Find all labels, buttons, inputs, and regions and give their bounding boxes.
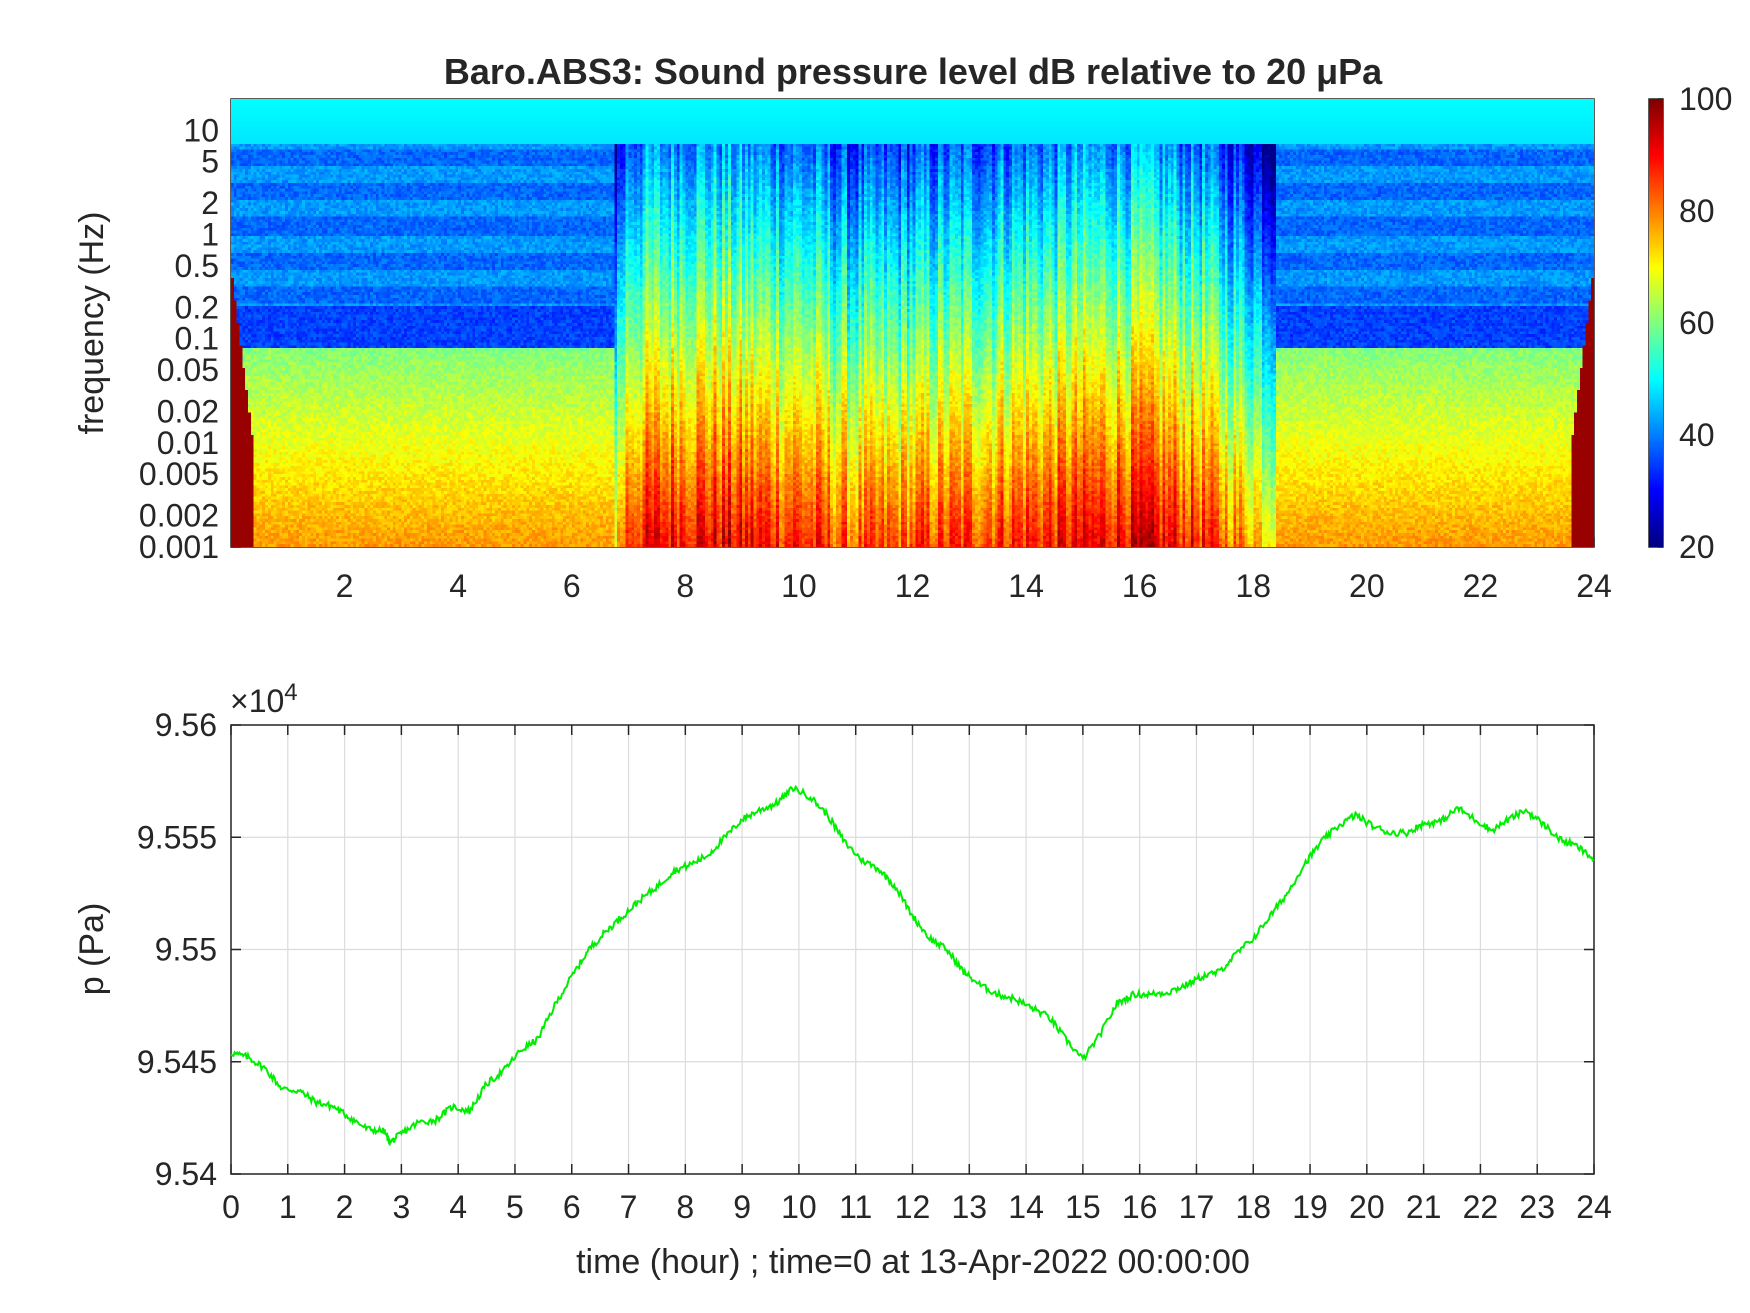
line-chart-x-tick-label: 24 bbox=[1576, 1189, 1612, 1225]
colorbar-tick-label: 40 bbox=[1679, 417, 1715, 453]
line-chart-y-tick-label: 9.555 bbox=[137, 819, 217, 855]
spectrogram-x-tick-label: 2 bbox=[336, 568, 354, 604]
line-chart-x-tick-label: 11 bbox=[839, 1189, 872, 1225]
spectrogram-x-tick-label: 24 bbox=[1576, 568, 1612, 604]
line-chart-y-tick-label: 9.55 bbox=[155, 932, 217, 968]
spectrogram-y-tick-label: 5 bbox=[201, 144, 219, 180]
spectrogram-heatmap bbox=[231, 99, 1594, 547]
colorbar-tick-label: 60 bbox=[1679, 305, 1715, 341]
line-chart-x-tick-label: 4 bbox=[449, 1189, 467, 1225]
spectrogram-y-tick-label: 0.2 bbox=[175, 289, 219, 325]
line-chart-x-tick-label: 16 bbox=[1122, 1189, 1158, 1225]
line-chart-x-tick-label: 17 bbox=[1179, 1189, 1215, 1225]
line-chart-x-tick-label: 9 bbox=[733, 1189, 751, 1225]
line-chart-frame bbox=[230, 724, 1595, 1175]
spectrogram-y-tick-label: 0.5 bbox=[175, 248, 219, 284]
line-chart-x-tick-label: 13 bbox=[951, 1189, 987, 1225]
line-chart-x-tick-label: 12 bbox=[895, 1189, 931, 1225]
line-chart-x-label: time (hour) ; time=0 at 13-Apr-2022 00:0… bbox=[576, 1243, 1250, 1281]
spectrogram-y-tick-label: 10 bbox=[183, 112, 219, 148]
y-multiplier-label: ×104 bbox=[230, 679, 298, 719]
line-chart-x-tick-label: 8 bbox=[676, 1189, 694, 1225]
line-chart-x-tick-label: 23 bbox=[1519, 1189, 1555, 1225]
line-chart-y-tick-label: 9.545 bbox=[137, 1044, 217, 1080]
line-chart-x-tick-label: 15 bbox=[1065, 1189, 1101, 1225]
spectrogram-axes: 2 4 6 8 10 12 14 16 18 20 22 240.0010.0020.0050.010… bbox=[139, 98, 1612, 604]
spectrogram-y-tick-label: 0.1 bbox=[175, 321, 219, 357]
spectrogram-x-tick-label: 20 bbox=[1349, 568, 1385, 604]
line-chart-x-tick-label: 2 bbox=[336, 1189, 354, 1225]
line-chart-x-tick-label: 22 bbox=[1463, 1189, 1499, 1225]
line-chart-axes: 0 1 2 3 4 5 6 7 8 9 10 11 12 13 14 15 16 17 18 19 20 21 22 23 24… bbox=[137, 707, 1612, 1225]
line-chart-x-tick-label: 5 bbox=[506, 1189, 524, 1225]
line-chart-x-tick-label: 0 bbox=[222, 1189, 240, 1225]
line-chart-x-tick-label: 21 bbox=[1406, 1189, 1442, 1225]
pressure-series-line bbox=[230, 784, 1595, 1147]
colorbar-tick-label: 20 bbox=[1679, 529, 1715, 565]
line-chart-x-tick-label: 14 bbox=[1008, 1189, 1044, 1225]
spectrogram-title: Baro.ABS3: Sound pressure level dB relat… bbox=[444, 51, 1383, 92]
spectrogram-x-tick-label: 6 bbox=[563, 568, 581, 604]
line-chart-x-tick-label: 19 bbox=[1292, 1189, 1328, 1225]
spectrogram-x-tick-label: 18 bbox=[1235, 568, 1271, 604]
colorbar-tick-label: 80 bbox=[1679, 193, 1715, 229]
line-chart-x-tick-label: 10 bbox=[781, 1189, 817, 1225]
line-chart-x-tick-label: 7 bbox=[620, 1189, 638, 1225]
spectrogram-y-tick-label: 0.005 bbox=[139, 456, 219, 492]
line-chart-y-label: p (Pa) bbox=[73, 903, 111, 996]
spectrogram-y-tick-label: 2 bbox=[201, 185, 219, 221]
spectrogram-x-tick-label: 10 bbox=[781, 568, 817, 604]
spectrogram-y-label: frequency (Hz) bbox=[73, 212, 111, 435]
spectrogram-y-tick-label: 0.05 bbox=[157, 352, 219, 388]
line-chart-x-tick-label: 6 bbox=[563, 1189, 581, 1225]
line-chart-y-tick-label: 9.56 bbox=[155, 707, 217, 743]
colorbar bbox=[1649, 99, 1663, 547]
spectrogram-x-tick-label: 22 bbox=[1463, 568, 1499, 604]
line-chart-x-tick-label: 20 bbox=[1349, 1189, 1385, 1225]
colorbar-tick-label: 100 bbox=[1679, 81, 1732, 117]
spectrogram-y-tick-label: 0.001 bbox=[139, 529, 219, 565]
spectrogram-x-tick-label: 12 bbox=[895, 568, 931, 604]
spectrogram-y-tick-label: 0.01 bbox=[157, 425, 219, 461]
spectrogram-x-tick-label: 8 bbox=[676, 568, 694, 604]
spectrogram-x-tick-label: 16 bbox=[1122, 568, 1158, 604]
line-chart-x-tick-label: 1 bbox=[279, 1189, 297, 1225]
spectrogram-y-tick-label: 0.02 bbox=[157, 393, 219, 429]
spectrogram-x-tick-label: 4 bbox=[449, 568, 467, 604]
line-chart-grid bbox=[230, 724, 1595, 1175]
line-chart-x-tick-label: 18 bbox=[1235, 1189, 1271, 1225]
line-chart-y-tick-label: 9.54 bbox=[155, 1156, 217, 1192]
spectrogram-y-tick-label: 0.002 bbox=[139, 498, 219, 534]
spectrogram-x-tick-label: 14 bbox=[1008, 568, 1044, 604]
spectrogram-y-tick-label: 1 bbox=[201, 217, 219, 253]
line-chart-x-tick-label: 3 bbox=[392, 1189, 410, 1225]
